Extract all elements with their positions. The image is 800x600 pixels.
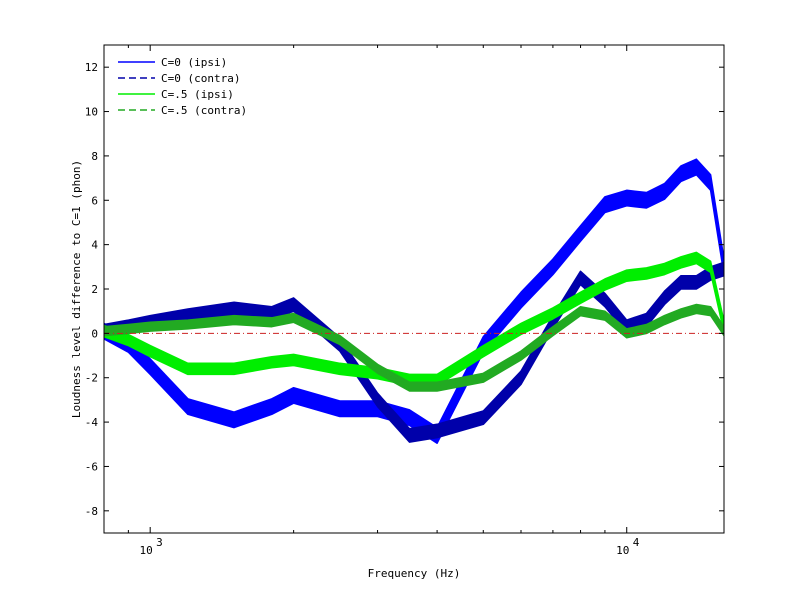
- x-axis-label: Frequency (Hz): [368, 567, 461, 580]
- y-tick-label: 0: [91, 327, 98, 340]
- y-tick-label: 12: [85, 61, 98, 74]
- y-tick-label: -8: [85, 505, 98, 518]
- legend-label: C=0 (contra): [161, 72, 240, 85]
- series-band: [104, 303, 724, 392]
- x-tick-label-exponent: 3: [156, 536, 163, 549]
- y-tick-label: 4: [91, 239, 98, 252]
- y-tick-label: -2: [85, 372, 98, 385]
- y-tick-label: 8: [91, 150, 98, 163]
- series-band: [104, 251, 724, 387]
- legend-label: C=0 (ipsi): [161, 56, 227, 69]
- series-line: [104, 308, 724, 388]
- series-line: [104, 268, 724, 436]
- y-tick-label: 10: [85, 106, 98, 119]
- legend: C=0 (ipsi) C=0 (contra) C=.5 (ipsi) C=.5 (c…: [118, 56, 247, 117]
- y-axis-label: Loudness level difference to C=1 (phon): [70, 160, 83, 418]
- x-tick-label-exponent: 4: [633, 536, 640, 549]
- series-band: [104, 158, 724, 444]
- legend-label: C=.5 (ipsi): [161, 88, 234, 101]
- y-tick-label: -6: [85, 460, 98, 473]
- series-layer: [104, 158, 724, 444]
- series-line: [104, 257, 724, 381]
- y-axis-ticks: -8 -6 -4 -2 0 2 4 6 8 10 12: [85, 61, 724, 518]
- y-tick-label: 6: [91, 194, 98, 207]
- series-line: [104, 166, 724, 437]
- legend-label: C=.5 (contra): [161, 104, 247, 117]
- x-tick-label-base: 10: [616, 544, 629, 557]
- y-tick-label: 2: [91, 283, 98, 296]
- y-tick-label: -4: [85, 416, 99, 429]
- x-tick-label-base: 10: [140, 544, 153, 557]
